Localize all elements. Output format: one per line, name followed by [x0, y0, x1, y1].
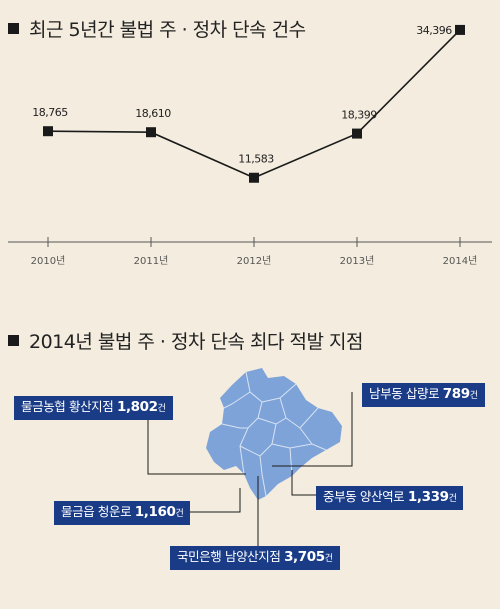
data-point	[146, 127, 156, 138]
data-label: 18,399	[341, 109, 377, 122]
label-box-3: 중부동 양산역로 1,339건	[316, 486, 464, 510]
data-point	[455, 24, 465, 35]
data-label: 34,396	[416, 24, 452, 37]
data-point	[249, 172, 259, 183]
x-tick-label: 2012년	[237, 255, 272, 267]
line-chart: 2010년 2011년 2012년 2013년 2014년 18,765 18,610 11,…	[8, 24, 492, 267]
leader-line-1	[147, 418, 246, 475]
label-box-2: 남부동 삽량로 789건	[362, 383, 485, 407]
label-box-4: 물금읍 청운로 1,160건	[54, 501, 191, 525]
chart-title: 최근 5년간 불법 주 · 정차 단속 건수	[8, 15, 306, 42]
data-point	[352, 128, 362, 139]
map-title-text: 2014년 불법 주 · 정차 단속 최다 적발 지점	[29, 331, 363, 353]
data-point	[43, 126, 53, 137]
data-label: 18,610	[135, 107, 171, 120]
data-label: 18,765	[32, 106, 68, 119]
data-label: 11,583	[238, 153, 274, 166]
x-tick-label: 2014년	[443, 255, 478, 267]
leader-line-3	[291, 470, 316, 496]
map-title: 2014년 불법 주 · 정차 단속 최다 적발 지점	[8, 327, 363, 354]
square-bullet-icon	[8, 23, 19, 34]
x-tick-label: 2013년	[340, 255, 375, 267]
leader-line-2	[272, 392, 353, 467]
x-tick-label: 2010년	[31, 255, 66, 267]
chart-title-text: 최근 5년간 불법 주 · 정차 단속 건수	[29, 19, 306, 41]
x-tick-label: 2011년	[134, 255, 169, 267]
square-bullet-icon	[8, 335, 19, 346]
label-box-5: 국민은행 남양산지점 3,705건	[170, 546, 340, 570]
label-box-1: 물금농협 황산지점 1,802건	[14, 396, 173, 420]
leader-line-4	[186, 488, 241, 513]
